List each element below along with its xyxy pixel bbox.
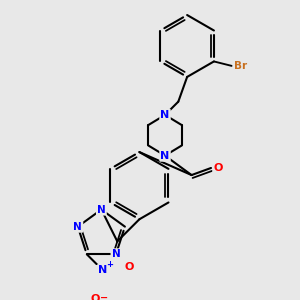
Text: N: N [98, 265, 107, 275]
Text: Br: Br [234, 61, 247, 71]
Text: N: N [160, 151, 170, 160]
Text: O: O [213, 163, 223, 173]
Text: N: N [160, 110, 170, 120]
Text: +: + [106, 260, 113, 269]
Text: O: O [91, 294, 100, 300]
Text: O: O [124, 262, 134, 272]
Text: N: N [112, 249, 120, 259]
Text: N: N [74, 222, 82, 232]
Text: N: N [97, 205, 106, 214]
Text: −: − [100, 292, 109, 300]
